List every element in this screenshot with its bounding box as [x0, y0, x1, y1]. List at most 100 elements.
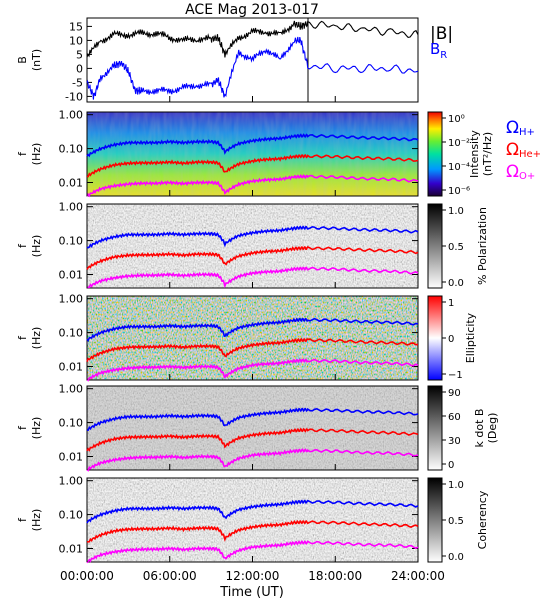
coherency-colorbar [427, 477, 443, 563]
f-axis-label: f [16, 243, 29, 248]
series-hplus-line [86, 225, 419, 249]
colorbar-tick-label: 30 [448, 436, 461, 447]
f-tick-label: 1.00 [59, 475, 84, 488]
x-tick-label: 18:00:00 [308, 569, 362, 583]
f-tick-label: 1.00 [59, 109, 84, 122]
series-oplus-line [86, 358, 419, 382]
intensity-colorbar [427, 111, 443, 197]
series-oplus-line [86, 448, 419, 472]
f-tick-label: 0.01 [59, 361, 84, 374]
intensity-colorbar-ticks: 10⁰ 10⁻² 10⁻⁴ 10⁻⁶ [442, 114, 470, 197]
b-tick-label: 0 [76, 62, 83, 75]
series-hplus-line [86, 499, 419, 524]
f-axis-label: f [16, 335, 29, 340]
x-tick-label: 24:00:00 [391, 569, 445, 583]
colorbar-tick-label: 90 [448, 388, 461, 399]
f-tick-label: 1.00 [59, 293, 84, 306]
b-tick-label: 10 [69, 34, 83, 47]
kdotb-label-2: (Deg) [486, 413, 499, 444]
b-axis-label: B [16, 56, 29, 64]
x-tick-label: 12:00:00 [226, 569, 280, 583]
x-axis: 00:00:00 06:00:00 12:00:00 18:00:00 24:00:00 [60, 96, 445, 583]
colorbar-tick-label: 10⁻⁴ [448, 162, 470, 173]
f-axis-unit: (Hz) [30, 143, 43, 166]
panel-ellipticity: 1 0 −1 Ellipticity [86, 295, 477, 381]
series-heplus-line [86, 337, 419, 362]
series-hplus-line [86, 317, 419, 343]
legend-omega-oplus: ΩO+ [506, 162, 535, 182]
series-hplus-line [86, 407, 419, 432]
f-tick-label: 0.10 [59, 143, 84, 156]
colorbar-tick-label: 0 [448, 460, 454, 471]
colorbar-tick-label: 0.0 [448, 552, 464, 563]
b-tick-label: 5 [76, 48, 83, 61]
panel-kdotb: 90 60 30 0 k dot B (Deg) [86, 385, 499, 471]
freq-panel-2: f (Hz) 1.00 0.10 0.01 [16, 201, 419, 289]
series-heplus-line [86, 154, 419, 178]
frequency-layers: f (Hz)1.000.100.01f (Hz)1.000.100.01f (Hz)1… [16, 109, 419, 564]
f-tick-label: 0.10 [59, 509, 84, 522]
ellipticity-colorbar [427, 295, 443, 381]
polarization-label: % Polarization [476, 207, 489, 285]
coherency-label: Coherency [476, 490, 489, 549]
legend-omega-hplus: ΩH+ [506, 118, 535, 138]
colorbar-tick-label: 10⁰ [448, 114, 465, 125]
intensity-label-1: Intensity [468, 130, 481, 178]
colorbar-tick-label: −1 [448, 370, 463, 381]
f-axis-label: f [16, 517, 29, 522]
b-tick-label: -10 [65, 90, 83, 103]
b-tick-label: -5 [72, 76, 83, 89]
f-axis-label: f [16, 425, 29, 430]
f-tick-label: 0.01 [59, 269, 84, 282]
colorbar-tick-label: 0 [448, 334, 454, 345]
colorbar-tick-label: 1.0 [448, 480, 464, 491]
freq-panel-4: f (Hz) 1.00 0.10 0.01 [16, 383, 419, 472]
colorbar-tick-label: 0.5 [448, 242, 464, 253]
f-axis-unit: (Hz) [30, 509, 43, 532]
colorbar-tick-label: 60 [448, 412, 461, 423]
series-br-line [86, 36, 419, 100]
b-tick-label: 15 [69, 20, 83, 33]
intensity-label-2: (nT²/Hz) [481, 132, 494, 176]
kdotb-colorbar-ticks: 90 60 30 0 [442, 388, 461, 471]
series-hplus-line [86, 133, 419, 158]
series-oplus-line [86, 266, 419, 289]
x-tick-label: 06:00:00 [143, 569, 197, 583]
f-tick-label: 0.01 [59, 177, 84, 190]
legend-btot: |B| [430, 24, 453, 44]
x-axis-label: Time (UT) [219, 585, 284, 600]
x-tick-label: 00:00:00 [60, 569, 114, 583]
freq-panel-5: f (Hz) 1.00 0.10 0.01 [16, 475, 419, 564]
f-tick-label: 0.01 [59, 543, 84, 556]
legend-br: BR [430, 40, 447, 61]
f-axis-unit: (Hz) [30, 235, 43, 258]
coherency-colorbar-ticks: 1.0 0.5 0.0 [442, 480, 464, 563]
colorbar-tick-label: 10⁻² [448, 138, 470, 149]
kdotb-label-1: k dot B [473, 409, 486, 448]
series-btot-line [86, 20, 419, 58]
freq-panel-3: f (Hz) 1.00 0.10 0.01 [16, 293, 419, 382]
f-tick-label: 1.00 [59, 383, 84, 396]
f-tick-label: 1.00 [59, 201, 84, 214]
colorbar-tick-label: 0.0 [448, 278, 464, 289]
polarization-colorbar-ticks: 1.0 0.5 0.0 [442, 206, 464, 289]
colorbar-tick-label: 1.0 [448, 206, 464, 217]
series-heplus-line [87, 519, 419, 543]
series-heplus-line [86, 427, 419, 452]
ellipticity-colorbar-ticks: 1 0 −1 [442, 298, 463, 381]
colorbar-tick-label: 10⁻⁶ [448, 186, 470, 197]
f-axis-unit: (Hz) [30, 327, 43, 350]
colorbar-tick-label: 0.5 [448, 516, 464, 527]
colorbar-tick-label: 1 [448, 298, 454, 309]
b-axis-unit: (nT) [30, 49, 43, 71]
freq-panel-1: f (Hz) 1.00 0.10 0.01 [16, 109, 419, 198]
chart-title: ACE Mag 2013-017 [185, 2, 319, 18]
legend-omega-heplus: ΩHe+ [506, 140, 541, 160]
f-axis-label: f [16, 151, 29, 156]
ellipticity-label: Ellipticity [464, 312, 477, 363]
f-tick-label: 0.10 [59, 417, 84, 430]
series-oplus-line [86, 540, 419, 564]
series-heplus-line [86, 245, 419, 270]
